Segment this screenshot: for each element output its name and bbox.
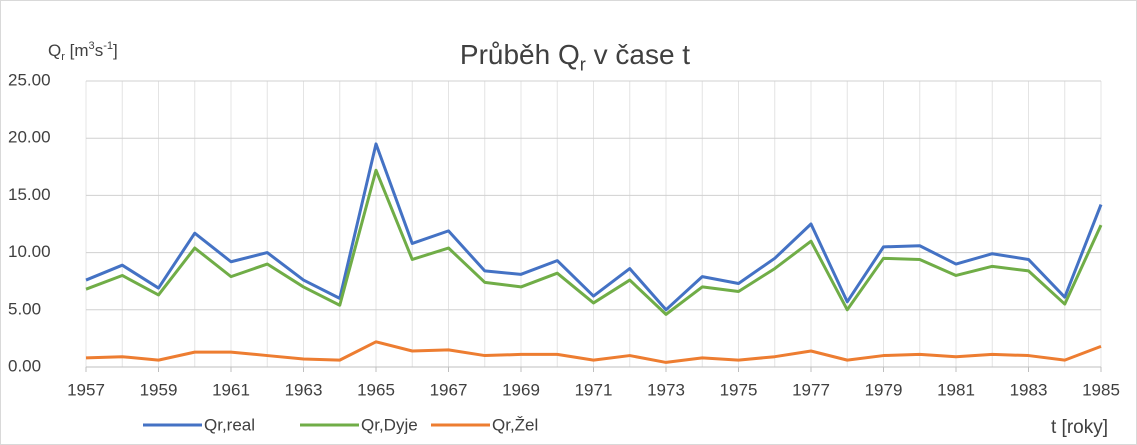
series-line <box>85 168 1103 316</box>
y-axis-label: Qr​ [m3​s-1​] <box>48 40 118 63</box>
x-tick-label: 1957 <box>67 380 105 399</box>
legend-label: Qr,Dyje <box>361 415 418 434</box>
y-tick-label: 15.00 <box>8 185 51 204</box>
y-tick-label: 0.00 <box>8 356 41 375</box>
chart-title-part: r <box>580 54 586 74</box>
x-tick-label: 1983 <box>1010 380 1048 399</box>
y-tick-label: 25.00 <box>8 70 51 89</box>
y-axis-label-part: 3 <box>89 40 95 52</box>
x-tick-label: 1981 <box>937 380 975 399</box>
x-tick-label: 1975 <box>720 380 758 399</box>
x-axis-label: t [roky] <box>1051 417 1108 438</box>
series-line <box>85 142 1103 312</box>
y-axis-label-part: r <box>61 51 65 63</box>
y-tick-label: 5.00 <box>8 299 41 318</box>
x-tick-label: 1985 <box>1082 380 1120 399</box>
x-tick-label: 1971 <box>575 380 613 399</box>
x-tick-label: 1961 <box>212 380 250 399</box>
y-tick-label: 20.00 <box>8 128 51 147</box>
x-tick-label: 1969 <box>502 380 540 399</box>
y-axis-label-part: [m <box>65 41 89 60</box>
series-line <box>85 340 1102 364</box>
x-tick-label: 1963 <box>285 380 323 399</box>
y-axis-label-part: Q <box>48 41 61 60</box>
x-tick-label: 1959 <box>140 380 178 399</box>
x-tick-label: 1977 <box>792 380 830 399</box>
chart-title-part: v čase t <box>586 39 690 70</box>
y-axis-label-part: -1 <box>103 40 113 52</box>
y-axis-label-part: s <box>95 41 104 60</box>
x-tick-label: 1979 <box>865 380 903 399</box>
x-tick-label: 1965 <box>357 380 395 399</box>
y-axis-label-part: ] <box>113 41 118 60</box>
x-tick-label: 1973 <box>647 380 685 399</box>
x-tick-label: 1967 <box>430 380 468 399</box>
legend-label: Qr,Žel <box>492 415 538 434</box>
chart-title: Průběh Qr​ v čase t <box>460 39 690 74</box>
chart-title-part: Průběh Q <box>460 39 580 70</box>
legend-label: Qr,real <box>204 415 255 434</box>
y-tick-label: 10.00 <box>8 242 51 261</box>
